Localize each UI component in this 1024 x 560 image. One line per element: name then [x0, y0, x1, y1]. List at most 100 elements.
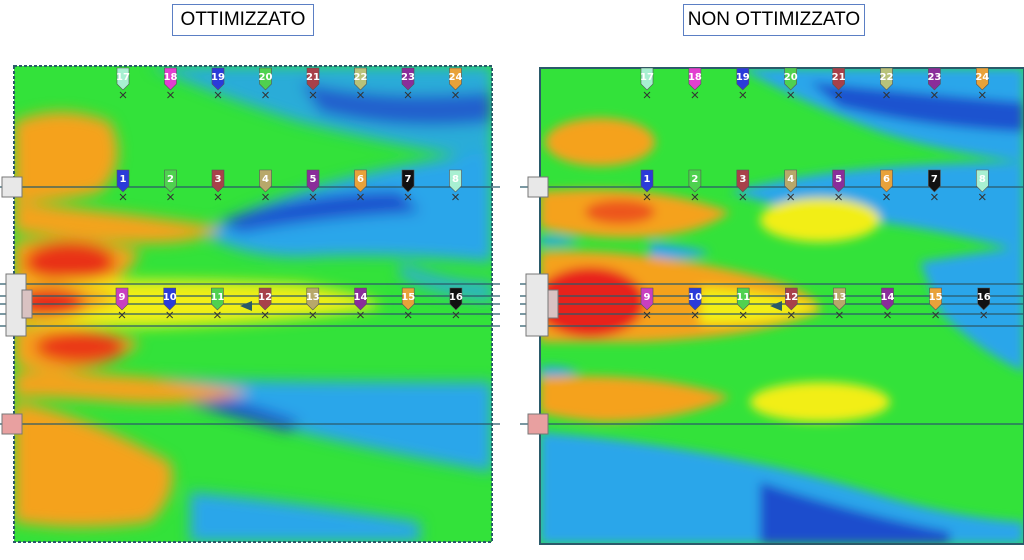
marker-cross-icon	[883, 91, 890, 99]
marker-pin-icon	[784, 169, 797, 193]
marker[interactable]: 19	[736, 67, 750, 99]
marker[interactable]: 24	[449, 67, 463, 99]
marker-cross-icon	[357, 193, 364, 201]
marker-cross-icon	[980, 311, 988, 319]
marker-pin-icon	[306, 169, 320, 193]
marker[interactable]: 10	[163, 287, 177, 319]
marker[interactable]: 17	[640, 67, 654, 99]
marker-cross-icon	[884, 311, 891, 319]
marker-cross-icon	[214, 311, 221, 319]
marker[interactable]: 4	[259, 169, 272, 201]
marker-label: 15	[401, 292, 415, 303]
marker-label: 8	[452, 174, 459, 185]
marker[interactable]: 8	[976, 169, 989, 201]
marker[interactable]: 15	[929, 287, 943, 319]
marker[interactable]: 9	[115, 287, 129, 319]
marker[interactable]: 3	[211, 169, 225, 201]
marker-label: 13	[306, 292, 320, 303]
marker[interactable]: 12	[258, 287, 272, 319]
marker-label: 21	[832, 72, 846, 83]
marker[interactable]: 13	[306, 287, 320, 319]
marker[interactable]: 21	[306, 67, 320, 99]
marker-pin-icon	[640, 287, 654, 311]
marker-pin-icon	[116, 169, 130, 193]
marker[interactable]: 7	[928, 169, 941, 201]
marker-cross-icon	[643, 91, 651, 99]
marker[interactable]: 2	[688, 169, 702, 201]
marker[interactable]: 4	[784, 169, 797, 201]
marker-label: 4	[787, 174, 794, 185]
marker-label: 10	[688, 292, 702, 303]
marker[interactable]: 19	[211, 67, 225, 99]
marker-pin-icon	[881, 287, 894, 311]
marker-label: 23	[927, 72, 941, 83]
marker[interactable]: 13	[832, 287, 846, 319]
marker[interactable]: 7	[401, 169, 415, 201]
marker-pin-icon	[929, 287, 942, 311]
marker[interactable]: 22	[354, 67, 368, 99]
marker[interactable]: 18	[164, 67, 178, 99]
marker[interactable]: 18	[688, 67, 702, 99]
marker-label: 15	[929, 292, 943, 303]
marker[interactable]: 16	[449, 287, 463, 319]
marker[interactable]: 21	[832, 67, 846, 99]
marker[interactable]: 16	[977, 287, 991, 319]
marker[interactable]: 17	[116, 67, 130, 99]
marker[interactable]: 8	[449, 169, 462, 201]
marker[interactable]: 5	[832, 169, 845, 201]
marker-label: 16	[977, 292, 991, 303]
marker-pin-icon	[401, 169, 415, 193]
marker-label: 17	[116, 72, 130, 83]
marker-cross-icon	[932, 311, 939, 319]
marker[interactable]: 24	[975, 67, 989, 99]
marker[interactable]: 9	[640, 287, 654, 319]
marker-label: 12	[784, 292, 798, 303]
marker-cross-icon	[404, 193, 412, 201]
marker[interactable]: 14	[354, 287, 368, 319]
marker-label: 20	[259, 72, 273, 83]
marker-pin-icon	[880, 169, 893, 193]
marker-cross-icon	[309, 193, 317, 201]
marker-cross-icon	[643, 311, 651, 319]
marker-row: 17 18 19 20 21 22 23 24	[640, 67, 989, 99]
marker-label: 21	[306, 72, 320, 83]
marker[interactable]: 20	[259, 67, 273, 99]
marker[interactable]: 2	[164, 169, 177, 201]
marker[interactable]: 3	[736, 169, 750, 201]
marker-pin-icon	[401, 67, 415, 91]
marker[interactable]: 15	[401, 287, 415, 319]
marker[interactable]: 5	[306, 169, 320, 201]
marker[interactable]: 10	[688, 287, 702, 319]
marker-cross-icon	[739, 193, 747, 201]
marker[interactable]: 11	[210, 287, 224, 319]
marker-label: 5	[835, 174, 842, 185]
marker-cross-icon	[787, 193, 795, 201]
marker-cross-icon	[691, 193, 699, 201]
marker[interactable]: 6	[880, 169, 893, 201]
marker-cross-icon	[739, 311, 747, 319]
marker[interactable]: 1	[116, 169, 130, 201]
marker[interactable]: 23	[401, 67, 415, 99]
marker-cross-icon	[119, 91, 127, 99]
marker[interactable]: 20	[784, 67, 798, 99]
marker[interactable]: 22	[880, 67, 894, 99]
marker[interactable]: 1	[640, 169, 654, 201]
marker-pin-icon	[306, 287, 320, 311]
marker-cross-icon	[309, 311, 317, 319]
panel-title-ottimizzato: OTTIMIZZATO	[172, 4, 314, 36]
marker[interactable]: 23	[927, 67, 941, 99]
marker-label: 20	[784, 72, 798, 83]
marker[interactable]: 12	[784, 287, 798, 319]
marker-label: 18	[164, 72, 178, 83]
marker-pin-icon	[736, 169, 750, 193]
marker[interactable]: 11	[736, 287, 750, 319]
marker-cross-icon	[214, 91, 222, 99]
marker[interactable]: 14	[881, 287, 895, 319]
marker-cross-icon	[835, 193, 842, 201]
source-icons	[1, 176, 33, 435]
marker-cross-icon	[691, 311, 699, 319]
marker-label: 2	[691, 174, 698, 185]
marker[interactable]: 6	[354, 169, 367, 201]
marker-label: 5	[310, 174, 317, 185]
marker-cross-icon	[691, 91, 699, 99]
